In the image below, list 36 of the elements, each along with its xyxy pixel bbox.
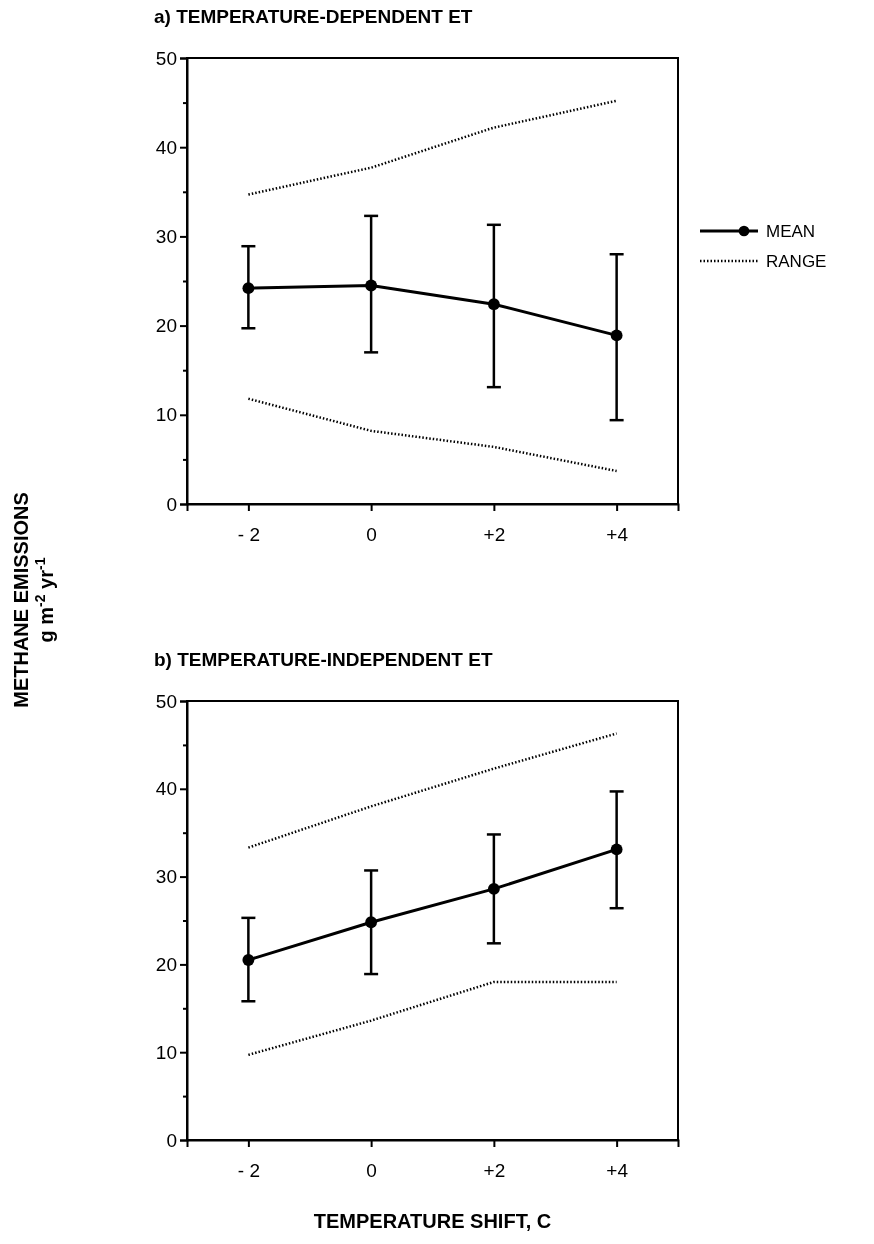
x-tick-label: +2	[483, 1159, 506, 1181]
x-axis-title: TEMPERATURE SHIFT, C	[313, 1210, 552, 1232]
x-tick-label: +4	[606, 523, 629, 545]
point	[242, 954, 255, 966]
chart-title: a) TEMPERATURE-DEPENDENT ET	[154, 6, 473, 27]
point	[610, 329, 623, 342]
legend-label: MEAN	[766, 222, 816, 241]
legend-label: RANGE	[766, 252, 827, 271]
point	[487, 882, 500, 895]
line-series	[247, 99, 618, 196]
y-tick-label: 40	[155, 778, 177, 800]
y-tick-label: 20	[155, 953, 177, 975]
point	[365, 279, 378, 292]
y-tick-label: 30	[155, 225, 177, 247]
x-tick-label: 0	[366, 1159, 377, 1181]
x-tick-label: - 2	[237, 1159, 260, 1181]
chart-title: b) TEMPERATURE-INDEPENDENT ET	[154, 649, 493, 670]
x-tick-label: +2	[483, 523, 506, 545]
y-tick-label: 20	[155, 315, 177, 337]
y-tick-label: 30	[155, 866, 177, 888]
y-tick-label: 50	[155, 47, 177, 69]
x-tick-label: 0	[366, 523, 377, 545]
point	[610, 843, 623, 856]
y-tick-label: 40	[155, 136, 177, 158]
x-tick-label: - 2	[237, 523, 260, 545]
y-tick-label: 10	[155, 404, 177, 426]
y-tick-label: 0	[166, 493, 177, 515]
line-series	[247, 732, 618, 849]
line-series	[247, 397, 618, 473]
point	[487, 298, 500, 311]
x-tick-label: +4	[606, 1159, 629, 1181]
point	[242, 282, 255, 295]
y-tick-label: 10	[155, 1041, 177, 1063]
point	[365, 916, 378, 929]
y-tick-label: 0	[166, 1129, 177, 1151]
y-tick-label: 50	[155, 690, 177, 712]
